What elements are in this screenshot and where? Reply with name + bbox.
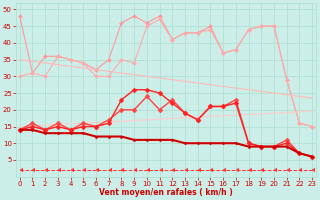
X-axis label: Vent moyen/en rafales ( km/h ): Vent moyen/en rafales ( km/h ) xyxy=(99,188,233,197)
